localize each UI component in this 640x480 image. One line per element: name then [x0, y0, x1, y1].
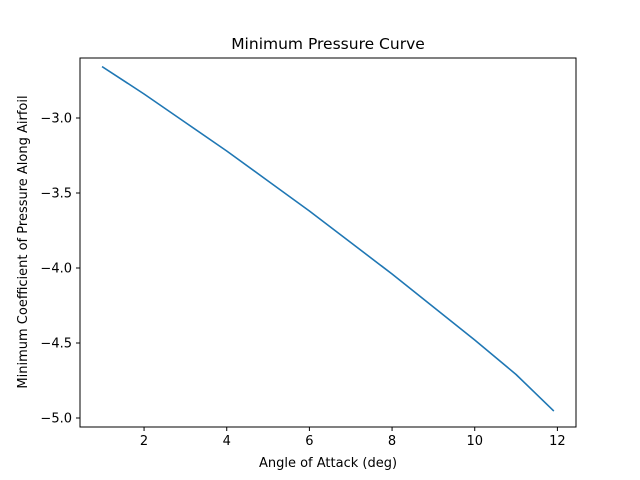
y-tick-label: −3.0	[40, 112, 72, 127]
plot-area	[79, 57, 577, 428]
x-tick-label: 10	[466, 434, 483, 449]
series-line-0	[101, 65, 555, 412]
chart-title: Minimum Pressure Curve	[231, 35, 425, 53]
y-axis-label: Minimum Coefficient of Pressure Along Ai…	[16, 95, 31, 388]
x-tick-label: 6	[305, 434, 313, 449]
y-tick-label: −5.0	[40, 412, 72, 427]
y-tick-label: −4.0	[40, 262, 72, 277]
y-axis-ticks: −3.0 −3.5 −4.0 −4.5 −5.0	[40, 112, 80, 427]
x-tick-label: 12	[549, 434, 566, 449]
plot-frame	[79, 57, 577, 428]
y-tick-label: −4.5	[40, 337, 72, 352]
x-tick-label: 8	[388, 434, 396, 449]
x-tick-label: 2	[140, 434, 148, 449]
x-axis-ticks: 2 4 6 8 10 12	[140, 427, 566, 449]
y-tick-label: −3.5	[40, 187, 72, 202]
x-tick-label: 4	[223, 434, 231, 449]
x-axis-label: Angle of Attack (deg)	[259, 456, 397, 471]
